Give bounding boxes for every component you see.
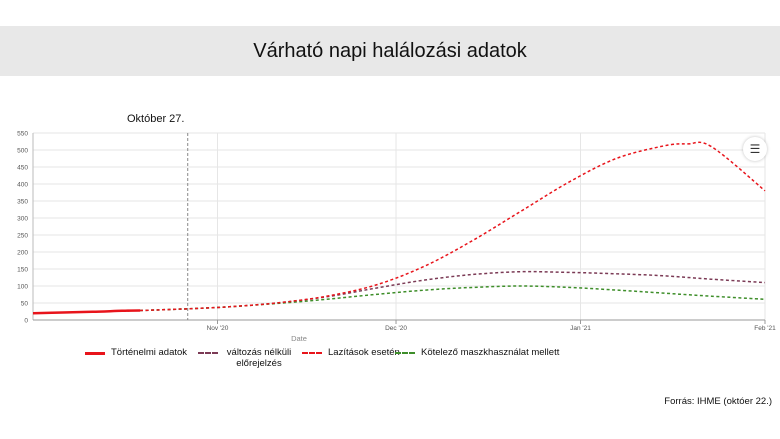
y-tick-label: 250 xyxy=(17,233,28,240)
y-tick-label: 300 xyxy=(17,216,28,223)
source-note: Forrás: IHME (októer 22.) xyxy=(664,396,772,407)
x-tick-label: Nov '20 xyxy=(207,325,229,332)
series-line-no-change xyxy=(140,270,766,312)
series-line-historical xyxy=(32,309,141,315)
y-tick-label: 50 xyxy=(21,301,29,308)
x-tick-label: Feb '21 xyxy=(754,325,776,332)
y-tick-label: 150 xyxy=(17,267,28,274)
legend-swatch xyxy=(302,352,322,354)
legend-label: Lazítások esetén xyxy=(328,347,400,358)
x-tick-label: Jan '21 xyxy=(570,325,591,332)
chart-title: Várható napi halálozási adatok xyxy=(253,39,527,62)
y-tick-label: 200 xyxy=(17,250,28,257)
x-axis-label: Date xyxy=(291,334,307,343)
hamburger-icon: ☰ xyxy=(749,142,761,156)
y-tick-label: 0 xyxy=(24,318,28,325)
y-tick-label: 550 xyxy=(17,131,28,138)
legend-label: Történelmi adatok xyxy=(111,347,188,358)
legend-swatch xyxy=(198,352,218,354)
y-tick-label: 100 xyxy=(17,284,28,291)
x-tick-label: Dec '20 xyxy=(385,325,407,332)
y-tick-label: 500 xyxy=(17,148,28,155)
y-tick-label: 350 xyxy=(17,199,28,206)
series-line-relaxation xyxy=(140,141,766,312)
legend-label: változás nélküli előrejelzés xyxy=(226,347,292,369)
vline-annotation: Október 27. xyxy=(127,113,185,125)
legend-label: Kötelező maszkhasználat mellett xyxy=(421,347,560,358)
chart-legend: Történelmi adatok változás nélküli előre… xyxy=(85,346,605,374)
title-band: Várható napi halálozási adatok xyxy=(0,26,780,76)
y-tick-label: 450 xyxy=(17,165,28,172)
legend-swatch xyxy=(85,352,105,355)
legend-swatch xyxy=(395,352,415,354)
y-tick-label: 400 xyxy=(17,182,28,189)
chart-menu-button[interactable]: ☰ xyxy=(743,137,767,161)
